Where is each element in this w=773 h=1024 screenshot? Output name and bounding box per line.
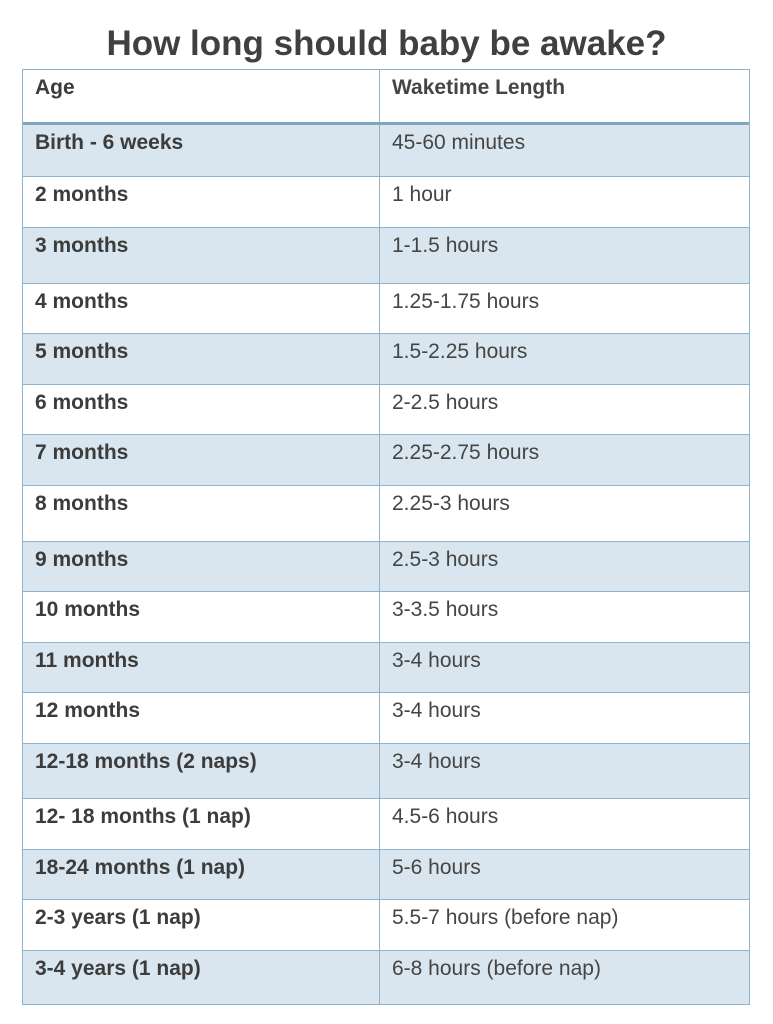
age-cell: 7 months xyxy=(23,435,380,485)
waketime-cell: 2-2.5 hours xyxy=(392,391,499,414)
waketime-cell: 2.25-3 hours xyxy=(392,492,510,515)
waketime-cell: 2.25-2.75 hours xyxy=(392,441,540,464)
waketime-column-header: Waketime Length xyxy=(392,76,566,99)
table-header-row: Age Waketime Length xyxy=(23,70,749,125)
waketime-cell: 1.25-1.75 hours xyxy=(392,290,540,313)
age-cell: 18-24 months (1 nap) xyxy=(23,850,380,899)
age-cell: 5 months xyxy=(23,334,380,384)
age-cell: 3 months xyxy=(23,228,380,283)
age-cell: 2 months xyxy=(23,177,380,227)
waketime-cell: 3-4 hours xyxy=(392,699,481,722)
waketime-cell: 5-6 hours xyxy=(392,856,481,879)
table-row: 4 months 1.25-1.75 hours xyxy=(23,283,749,333)
table-row: 12-18 months (2 naps) 3-4 hours xyxy=(23,743,749,798)
age-cell: 11 months xyxy=(23,643,380,692)
table-row: 3-4 years (1 nap) 6-8 hours (before nap) xyxy=(23,950,749,1004)
page-title: How long should baby be awake? xyxy=(106,24,667,63)
waketime-cell: 2.5-3 hours xyxy=(392,548,499,571)
table-row: 2 months 1 hour xyxy=(23,176,749,227)
age-column-header: Age xyxy=(23,70,380,122)
table-row: 2-3 years (1 nap) 5.5-7 hours (before na… xyxy=(23,899,749,950)
age-cell: 9 months xyxy=(23,542,380,591)
waketime-cell: 45-60 minutes xyxy=(392,131,526,154)
waketime-table: Age Waketime Length Birth - 6 weeks 45-6… xyxy=(22,69,750,1005)
age-cell: Birth - 6 weeks xyxy=(23,125,380,176)
table-row: Birth - 6 weeks 45-60 minutes xyxy=(23,125,749,176)
waketime-cell: 4.5-6 hours xyxy=(392,805,499,828)
table-row: 6 months 2-2.5 hours xyxy=(23,384,749,434)
table-row: 11 months 3-4 hours xyxy=(23,642,749,692)
age-cell: 10 months xyxy=(23,592,380,642)
age-cell: 6 months xyxy=(23,385,380,434)
table-row: 18-24 months (1 nap) 5-6 hours xyxy=(23,849,749,899)
table-row: 8 months 2.25-3 hours xyxy=(23,485,749,541)
table-row: 3 months 1-1.5 hours xyxy=(23,227,749,283)
waketime-cell: 1-1.5 hours xyxy=(392,234,499,257)
waketime-cell: 6-8 hours (before nap) xyxy=(392,957,601,980)
age-cell: 2-3 years (1 nap) xyxy=(23,900,380,950)
age-cell: 12 months xyxy=(23,693,380,743)
waketime-cell: 1 hour xyxy=(392,183,452,206)
table-row: 12 months 3-4 hours xyxy=(23,692,749,743)
age-cell: 3-4 years (1 nap) xyxy=(23,951,380,1004)
waketime-cell: 3-3.5 hours xyxy=(392,598,499,621)
table-row: 7 months 2.25-2.75 hours xyxy=(23,434,749,485)
table-row: 10 months 3-3.5 hours xyxy=(23,591,749,642)
table-row: 9 months 2.5-3 hours xyxy=(23,541,749,591)
waketime-cell: 1.5-2.25 hours xyxy=(392,340,528,363)
age-cell: 12-18 months (2 naps) xyxy=(23,744,380,798)
waketime-cell: 5.5-7 hours (before nap) xyxy=(392,906,619,929)
age-cell: 8 months xyxy=(23,486,380,541)
age-cell: 4 months xyxy=(23,284,380,333)
waketime-cell: 3-4 hours xyxy=(392,750,481,773)
age-cell: 12- 18 months (1 nap) xyxy=(23,799,380,849)
table-row: 12- 18 months (1 nap) 4.5-6 hours xyxy=(23,798,749,849)
waketime-cell: 3-4 hours xyxy=(392,649,481,672)
table-row: 5 months 1.5-2.25 hours xyxy=(23,333,749,384)
